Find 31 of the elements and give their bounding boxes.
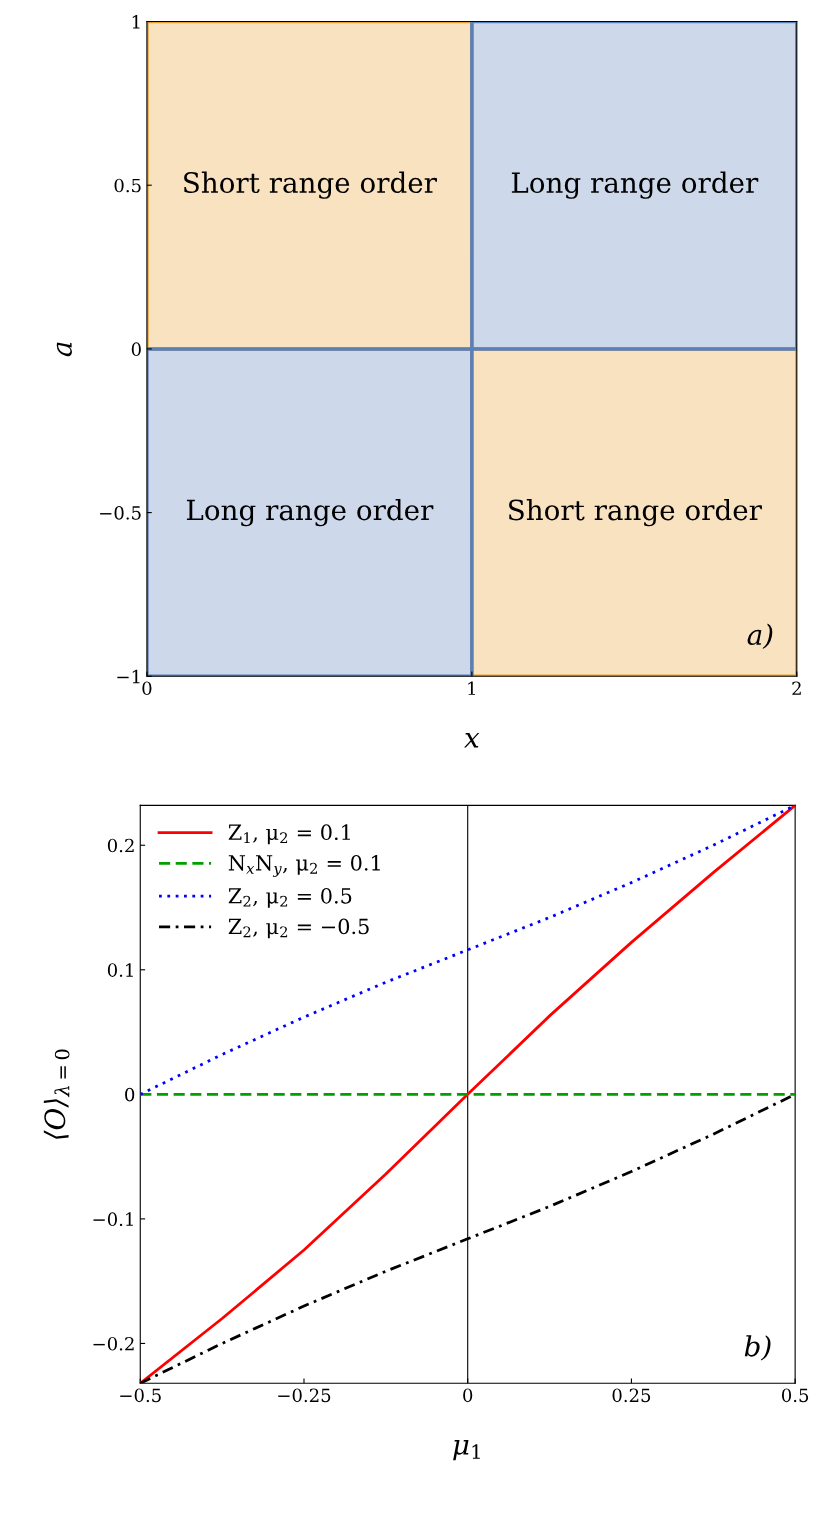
x-tick-label: −0.25 [278, 1388, 331, 1403]
y-tick-label: 1 [132, 14, 140, 29]
y-tick-label: 0.2 [107, 838, 134, 853]
x-tick-label: 1 [468, 681, 476, 695]
x-tick-label: 0 [463, 1388, 473, 1403]
y-tick-label: 0 [125, 1087, 135, 1102]
x-tick-label: 0 [142, 681, 152, 696]
legend-label: Z$_{1}$, μ$_{2}$ = 0.1 [228, 824, 350, 845]
x-axis-title: x [464, 733, 480, 748]
x-tick-label: 2 [792, 681, 801, 695]
annotation: Short range order [509, 498, 762, 527]
legend-label: Z$_{2}$, μ$_{2}$ = −0.5 [228, 918, 369, 939]
y-tick-label: −0.5 [100, 506, 141, 520]
legend-label: N$_{x}$N$_{y}$, μ$_{2}$ = 0.1 [228, 854, 380, 877]
y-axis-title: ⟨O⟩$_{λ=0}$ [43, 1049, 70, 1139]
y-tick-label: −1 [117, 669, 140, 684]
y-tick-label: 0.1 [107, 963, 133, 977]
x-axis-title: μ$_{1}$ [453, 1440, 480, 1461]
y-tick-label: −0.1 [93, 1212, 133, 1227]
x-tick-label: 0.5 [781, 1388, 809, 1403]
annotation: b) [744, 1335, 771, 1361]
x-tick-label: 0.25 [612, 1388, 651, 1403]
annotation: Long range order [511, 171, 759, 199]
annotation: a) [747, 623, 773, 649]
annotation: Long range order [186, 498, 434, 527]
annotation: Short range order [184, 171, 437, 199]
y-tick-label: 0.5 [114, 178, 141, 193]
y-axis-title: a [56, 342, 72, 357]
legend-label: Z$_{2}$, μ$_{2}$ = 0.5 [228, 887, 352, 908]
y-tick-label: −0.2 [93, 1336, 134, 1351]
y-tick-label: 0 [131, 342, 141, 357]
